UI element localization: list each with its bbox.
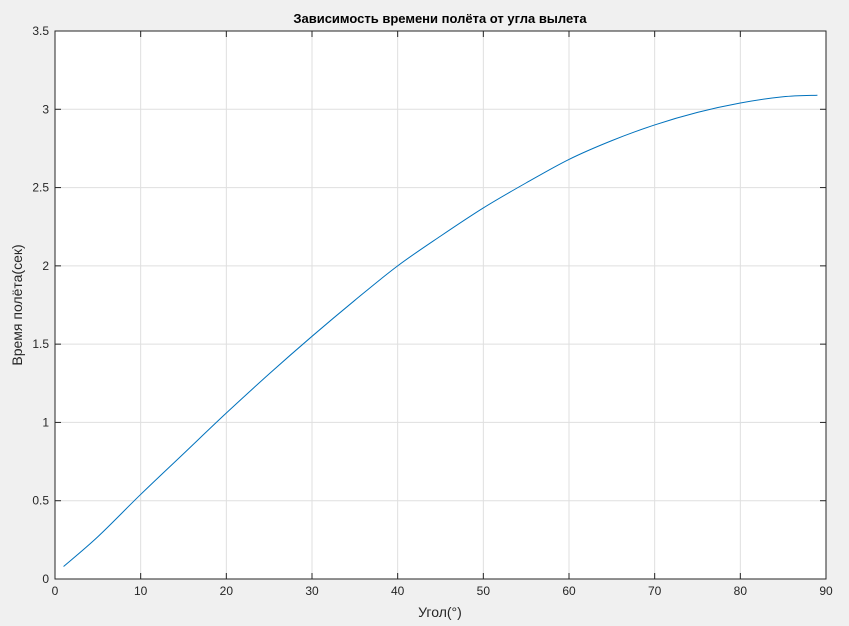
y-axis-label: Время полёта(сек) <box>9 244 25 365</box>
x-tick-label: 30 <box>305 584 319 598</box>
y-tick-label: 1.5 <box>32 337 49 351</box>
y-tick-labels: 0 0.5 1 1.5 2 2.5 3 3.5 <box>32 24 49 586</box>
y-tick-label: 2 <box>42 259 49 273</box>
y-tick-label: 3.5 <box>32 24 49 38</box>
y-tick-label: 1 <box>42 415 49 429</box>
x-tick-label: 90 <box>819 584 833 598</box>
series-line <box>63 94 818 567</box>
x-tick-label: 10 <box>134 584 148 598</box>
chart-title: Зависимость времени полёта от угла вылет… <box>293 11 587 26</box>
x-axis-label: Угол(°) <box>418 604 462 620</box>
y-tick-label: 2.5 <box>32 181 49 195</box>
x-tick-label: 40 <box>391 584 405 598</box>
tick-marks <box>54 30 827 580</box>
x-tick-labels: 0 10 20 30 40 50 60 70 80 90 <box>52 584 833 598</box>
x-tick-label: 50 <box>477 584 491 598</box>
y-tick-label: 0.5 <box>32 494 49 508</box>
x-tick-label: 60 <box>562 584 576 598</box>
x-tick-label: 70 <box>648 584 662 598</box>
x-tick-label: 0 <box>52 584 59 598</box>
series-layer <box>63 94 818 567</box>
x-tick-label: 80 <box>734 584 748 598</box>
plot-area <box>55 31 826 579</box>
x-tick-label: 20 <box>220 584 234 598</box>
plot-frame <box>54 30 827 580</box>
y-tick-label: 3 <box>42 102 49 116</box>
y-tick-label: 0 <box>42 572 49 586</box>
